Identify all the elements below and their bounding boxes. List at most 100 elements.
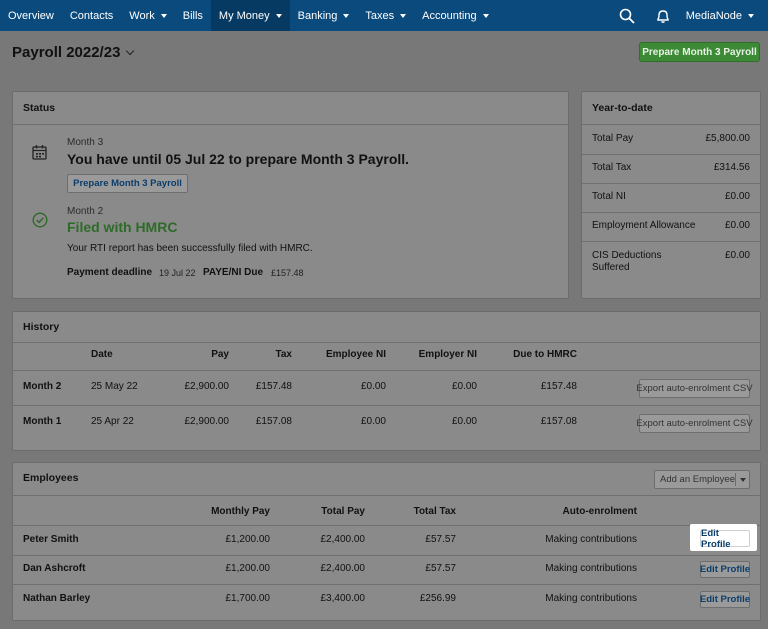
employee-total-pay: £2,400.00 bbox=[320, 534, 366, 545]
current-month-headline: You have until 05 Jul 22 to prepare Mont… bbox=[67, 151, 410, 167]
col-total-tax: Total Tax bbox=[413, 506, 456, 517]
split-divider bbox=[735, 473, 736, 486]
col-monthly-pay: Monthly Pay bbox=[211, 506, 270, 517]
nav-contacts[interactable]: Contacts bbox=[62, 0, 121, 31]
prepare-payroll-button[interactable]: Prepare Month 3 Payroll bbox=[639, 42, 760, 62]
export-csv-button[interactable]: Export auto-enrolment CSV bbox=[636, 379, 753, 398]
bell-icon[interactable] bbox=[648, 0, 678, 31]
account-name: MediaNode bbox=[685, 9, 742, 22]
employee-total-tax: £256.99 bbox=[419, 593, 456, 604]
employees-title: Employees bbox=[23, 472, 79, 484]
edit-profile-button[interactable]: Edit Profile bbox=[700, 561, 750, 578]
divider bbox=[582, 154, 760, 155]
divider bbox=[582, 241, 760, 242]
history-employee-ni: £0.00 bbox=[360, 381, 386, 392]
col-tax: Tax bbox=[275, 349, 293, 360]
employee-total-pay: £3,400.00 bbox=[320, 593, 366, 604]
edit-profile-button[interactable]: Edit Profile bbox=[700, 528, 750, 550]
history-pay: £2,900.00 bbox=[184, 416, 230, 427]
divider bbox=[13, 584, 760, 585]
chevron-down-icon[interactable] bbox=[740, 478, 746, 482]
nav-contacts-label: Contacts bbox=[69, 9, 114, 22]
col-employer-ni: Employer NI bbox=[418, 349, 477, 360]
add-employee-label: Add an Employee bbox=[660, 474, 735, 485]
col-date: Date bbox=[91, 349, 113, 360]
ytd-value: £314.56 bbox=[713, 162, 750, 173]
nav-bills-label: Bills bbox=[182, 9, 203, 22]
history-employee-ni: £0.00 bbox=[360, 416, 386, 427]
filed-message: Your RTI report has been successfully fi… bbox=[67, 243, 313, 254]
col-due: Due to HMRC bbox=[513, 349, 577, 360]
chevron-down-icon bbox=[275, 13, 282, 18]
history-employer-ni: £0.00 bbox=[451, 381, 477, 392]
ytd-label: Total Tax bbox=[592, 162, 632, 173]
nav-bills[interactable]: Bills bbox=[175, 0, 211, 31]
export-csv-button[interactable]: Export auto-enrolment CSV bbox=[636, 414, 753, 433]
nav-taxes[interactable]: Taxes bbox=[357, 0, 414, 31]
table-row: Month 2 25 May 22 £2,900.00 £157.48 £0.0… bbox=[13, 371, 760, 405]
employee-monthly-pay: £1,200.00 bbox=[225, 563, 271, 574]
col-employee-ni: Employee NI bbox=[325, 349, 386, 360]
ytd-row: CIS Deductions Suffered £0.00 bbox=[582, 242, 762, 282]
employee-total-tax: £57.57 bbox=[425, 534, 456, 545]
ytd-panel: Year-to-date Total Pay £5,800.00 Total T… bbox=[581, 91, 761, 299]
divider bbox=[13, 342, 760, 343]
table-row: Nathan Barley £1,700.00 £3,400.00 £256.9… bbox=[13, 585, 760, 615]
nav-accounting[interactable]: Accounting bbox=[414, 0, 496, 31]
ytd-value: £0.00 bbox=[724, 191, 750, 202]
ytd-label: CIS Deductions Suffered bbox=[592, 250, 662, 273]
divider bbox=[13, 124, 568, 125]
history-date: 25 May 22 bbox=[91, 381, 138, 392]
history-due: £157.08 bbox=[540, 416, 577, 427]
paye-due-value: £157.48 bbox=[271, 268, 304, 278]
chevron-down-icon bbox=[748, 13, 754, 18]
history-tax: £157.48 bbox=[255, 381, 292, 392]
employee-name-link[interactable]: Nathan Barley bbox=[23, 593, 91, 604]
page-title[interactable]: Payroll 2022/23 bbox=[12, 44, 135, 61]
employee-monthly-pay: £1,200.00 bbox=[225, 534, 271, 545]
chevron-down-icon bbox=[482, 13, 489, 18]
chevron-down-icon bbox=[126, 46, 135, 55]
divider bbox=[13, 405, 760, 406]
current-month-label: Month 3 bbox=[67, 137, 104, 148]
employee-auto-enrolment: Making contributions bbox=[545, 534, 637, 545]
ytd-label: Total NI bbox=[592, 191, 626, 202]
edit-profile-button[interactable]: Edit Profile bbox=[700, 591, 750, 608]
nav-taxes-label: Taxes bbox=[365, 9, 395, 22]
ytd-row: Total NI £0.00 bbox=[582, 184, 762, 213]
table-row: Dan Ashcroft £1,200.00 £2,400.00 £57.57 … bbox=[13, 556, 760, 585]
nav-work[interactable]: Work bbox=[121, 0, 174, 31]
ytd-row: Total Tax £314.56 bbox=[582, 155, 762, 184]
history-month-link[interactable]: Month 2 bbox=[23, 381, 62, 392]
nav-work-label: Work bbox=[129, 9, 155, 22]
chevron-down-icon bbox=[400, 13, 407, 18]
filed-headline: Filed with HMRC bbox=[67, 219, 178, 235]
ytd-row: Employment Allowance £0.00 bbox=[582, 213, 762, 242]
nav-my-money-label: My Money bbox=[218, 9, 270, 22]
history-due: £157.48 bbox=[540, 381, 577, 392]
ytd-value: £5,800.00 bbox=[705, 133, 751, 144]
history-month-link[interactable]: Month 1 bbox=[23, 416, 62, 427]
divider bbox=[13, 495, 760, 496]
nav-overview[interactable]: Overview bbox=[0, 0, 62, 31]
ytd-value: £0.00 bbox=[724, 250, 750, 261]
page-title-text: Payroll 2022/23 bbox=[12, 44, 121, 61]
search-icon[interactable] bbox=[612, 0, 642, 31]
add-employee-button[interactable]: Add an Employee bbox=[654, 470, 750, 489]
ytd-row: Total Pay £5,800.00 bbox=[582, 125, 762, 154]
history-date: 25 Apr 22 bbox=[91, 416, 134, 427]
nav-banking[interactable]: Banking bbox=[290, 0, 358, 31]
check-circle-icon bbox=[32, 212, 48, 231]
employee-name-link[interactable]: Dan Ashcroft bbox=[23, 563, 86, 574]
divider bbox=[582, 212, 760, 213]
history-pay: £2,900.00 bbox=[184, 381, 230, 392]
nav-my-money[interactable]: My Money bbox=[210, 0, 290, 31]
divider bbox=[582, 183, 760, 184]
ytd-label: Employment Allowance bbox=[592, 220, 696, 231]
previous-month-label: Month 2 bbox=[67, 206, 104, 217]
prepare-month-3-button[interactable]: Prepare Month 3 Payroll bbox=[67, 174, 188, 193]
account-menu[interactable]: MediaNode bbox=[678, 0, 768, 31]
employees-panel: Employees Add an Employee Monthly Pay To… bbox=[12, 462, 761, 621]
nav-banking-label: Banking bbox=[297, 9, 338, 22]
employee-name-link[interactable]: Peter Smith bbox=[23, 534, 79, 545]
